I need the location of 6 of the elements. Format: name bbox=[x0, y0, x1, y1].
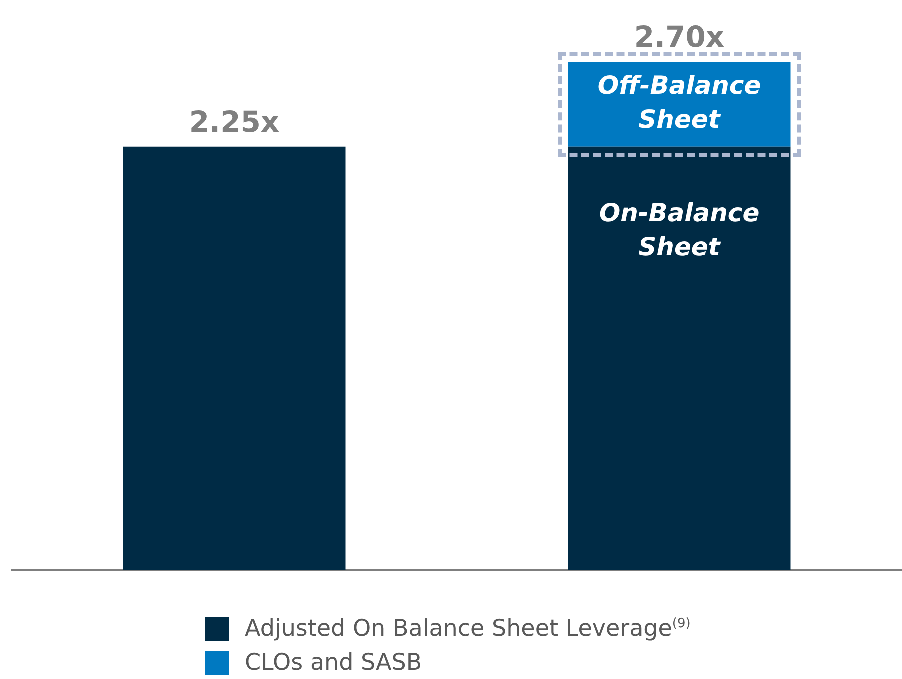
annotation: 2.25x bbox=[189, 104, 280, 139]
annotation: 2.70x bbox=[634, 20, 725, 54]
legend-label: Adjusted On Balance Sheet Leverage$^{(9)}$ bbox=[245, 616, 691, 642]
annotation: On-Balance Sheet bbox=[599, 198, 760, 262]
legend-label: CLOs and SASB bbox=[245, 650, 422, 676]
annotation: Off-Balance Sheet bbox=[598, 70, 762, 134]
